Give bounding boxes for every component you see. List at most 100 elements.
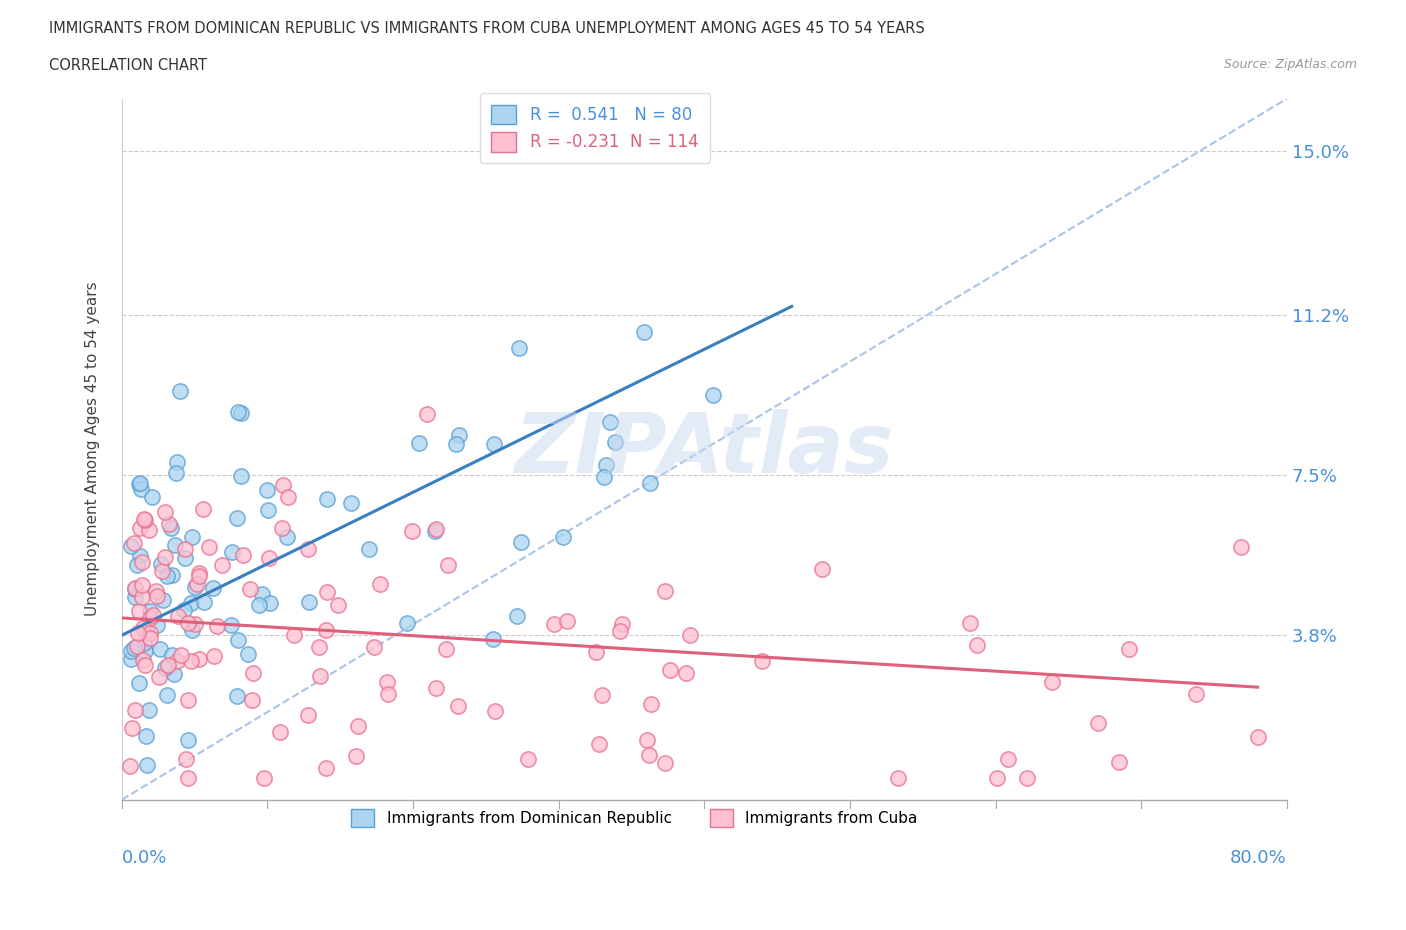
Point — [1040, 675, 1063, 690]
Point — [344, 749, 367, 764]
Point — [659, 663, 682, 678]
Point — [165, 465, 187, 480]
Point — [232, 548, 254, 563]
Point — [184, 579, 207, 594]
Point — [153, 505, 176, 520]
Point — [176, 616, 198, 631]
Point — [226, 632, 249, 647]
Point — [702, 388, 724, 403]
Point — [142, 607, 165, 622]
Point — [425, 681, 447, 696]
Text: 0.0%: 0.0% — [122, 849, 167, 868]
Point — [425, 521, 447, 536]
Point — [152, 592, 174, 607]
Point — [1108, 754, 1130, 769]
Point — [229, 405, 252, 420]
Point — [170, 647, 193, 662]
Point — [139, 604, 162, 618]
Point — [997, 752, 1019, 767]
Point — [363, 640, 385, 655]
Point — [585, 644, 607, 659]
Point — [959, 616, 981, 631]
Point — [271, 521, 294, 536]
Point — [124, 580, 146, 595]
Point — [277, 490, 299, 505]
Point — [588, 737, 610, 751]
Point — [138, 702, 160, 717]
Text: Source: ZipAtlas.com: Source: ZipAtlas.com — [1223, 58, 1357, 71]
Point — [146, 589, 169, 604]
Point — [180, 654, 202, 669]
Point — [139, 611, 162, 626]
Point — [595, 458, 617, 472]
Point — [609, 624, 631, 639]
Point — [253, 771, 276, 786]
Point — [146, 618, 169, 632]
Point — [128, 477, 150, 492]
Point — [675, 665, 697, 680]
Point — [297, 542, 319, 557]
Point — [157, 516, 180, 531]
Point — [163, 538, 186, 552]
Point — [679, 627, 702, 642]
Point — [593, 470, 616, 485]
Point — [553, 529, 575, 544]
Point — [636, 733, 658, 748]
Point — [1246, 730, 1268, 745]
Point — [269, 724, 291, 739]
Point — [257, 551, 280, 565]
Point — [368, 577, 391, 591]
Point — [205, 618, 228, 633]
Point — [1184, 686, 1206, 701]
Point — [145, 583, 167, 598]
Point — [357, 541, 380, 556]
Point — [156, 568, 179, 583]
Point — [197, 539, 219, 554]
Point — [122, 641, 145, 656]
Point — [508, 341, 530, 356]
Point — [257, 502, 280, 517]
Point — [221, 545, 243, 560]
Point — [484, 436, 506, 451]
Point — [481, 631, 503, 646]
Point — [1230, 540, 1253, 555]
Point — [149, 642, 172, 657]
Point — [510, 534, 533, 549]
Point — [135, 728, 157, 743]
Point — [181, 529, 204, 544]
Point — [124, 703, 146, 718]
Point — [132, 620, 155, 635]
Point — [128, 675, 150, 690]
Point — [187, 652, 209, 667]
Point — [132, 653, 155, 668]
Point — [155, 550, 177, 565]
Point — [1087, 716, 1109, 731]
Point — [271, 477, 294, 492]
Point — [654, 583, 676, 598]
Point — [401, 524, 423, 538]
Point — [315, 585, 337, 600]
Point — [986, 771, 1008, 786]
Point — [132, 635, 155, 650]
Point — [153, 661, 176, 676]
Point — [637, 748, 659, 763]
Point — [408, 435, 430, 450]
Point — [276, 529, 298, 544]
Point — [231, 469, 253, 484]
Point — [173, 541, 195, 556]
Point — [129, 482, 152, 497]
Point — [129, 521, 152, 536]
Text: 80.0%: 80.0% — [1230, 849, 1286, 868]
Point — [131, 590, 153, 604]
Point — [297, 708, 319, 723]
Point — [395, 616, 418, 631]
Point — [135, 758, 157, 773]
Point — [315, 622, 337, 637]
Point — [315, 761, 337, 776]
Point — [340, 495, 363, 510]
Point — [377, 686, 399, 701]
Point — [447, 698, 470, 713]
Point — [239, 581, 262, 596]
Point — [591, 687, 613, 702]
Point — [173, 551, 195, 565]
